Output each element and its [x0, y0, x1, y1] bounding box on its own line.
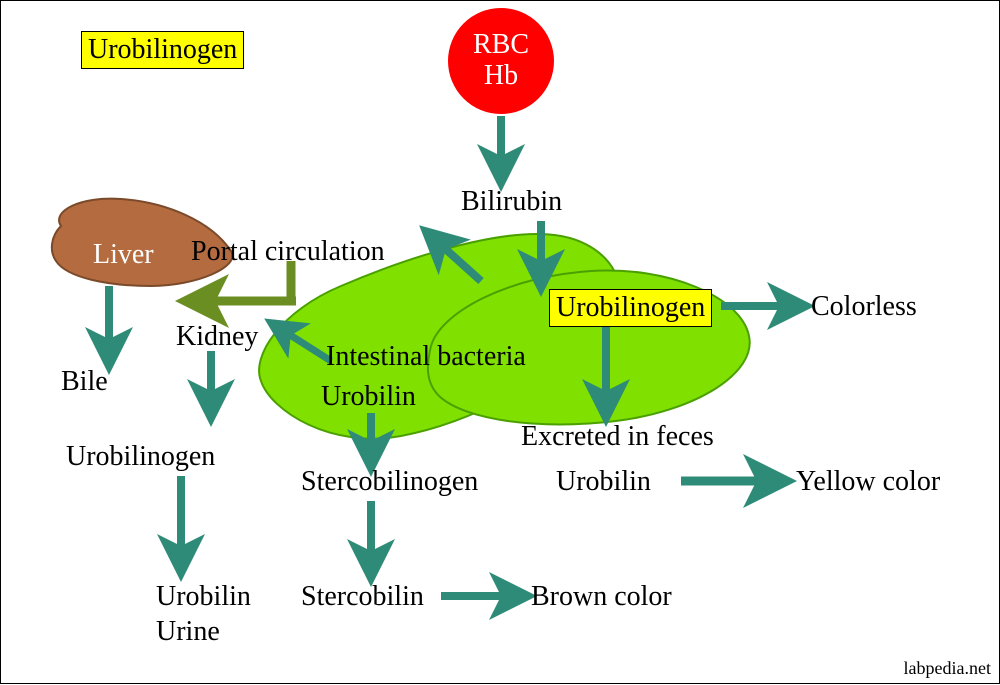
- label-bile: Bile: [61, 366, 108, 398]
- arrow-intestine-to-kidney: [276, 326, 331, 361]
- rbc-line1: RBC: [473, 30, 529, 61]
- liver-label: Liver: [93, 239, 154, 271]
- label-stercobilin: Stercobilin: [301, 581, 424, 613]
- label-colorless: Colorless: [811, 291, 917, 323]
- label-urobilin-center: Urobilin: [321, 381, 416, 413]
- label-kidney: Kidney: [176, 321, 258, 353]
- title-urobilinogen-box: Urobilinogen: [81, 31, 244, 69]
- label-intestinal-bacteria: Intestinal bacteria: [326, 341, 526, 373]
- label-excreted-feces: Excreted in feces: [521, 421, 714, 453]
- arrow-intestine-to-portal: [431, 236, 481, 281]
- urobilinogen-center-box: Urobilinogen: [549, 289, 712, 327]
- label-yellow-color: Yellow color: [796, 466, 940, 498]
- label-urobilinogen-left: Urobilinogen: [66, 441, 215, 473]
- label-portal-circulation: Portal circulation: [191, 236, 385, 268]
- rbc-line2: Hb: [484, 61, 518, 92]
- rbc-node: RBC Hb: [448, 8, 554, 114]
- watermark: labpedia.net: [904, 658, 991, 679]
- diagram-canvas: Urobilinogen RBC Hb Liver Urobilinogen B…: [0, 0, 1000, 684]
- label-urine: Urine: [156, 616, 220, 648]
- label-bilirubin: Bilirubin: [461, 186, 562, 218]
- label-brown-color: Brown color: [531, 581, 672, 613]
- label-stercobilinogen: Stercobilinogen: [301, 466, 478, 498]
- label-urobilin-urine: Urobilin: [156, 581, 251, 613]
- label-urobilin-right: Urobilin: [556, 466, 651, 498]
